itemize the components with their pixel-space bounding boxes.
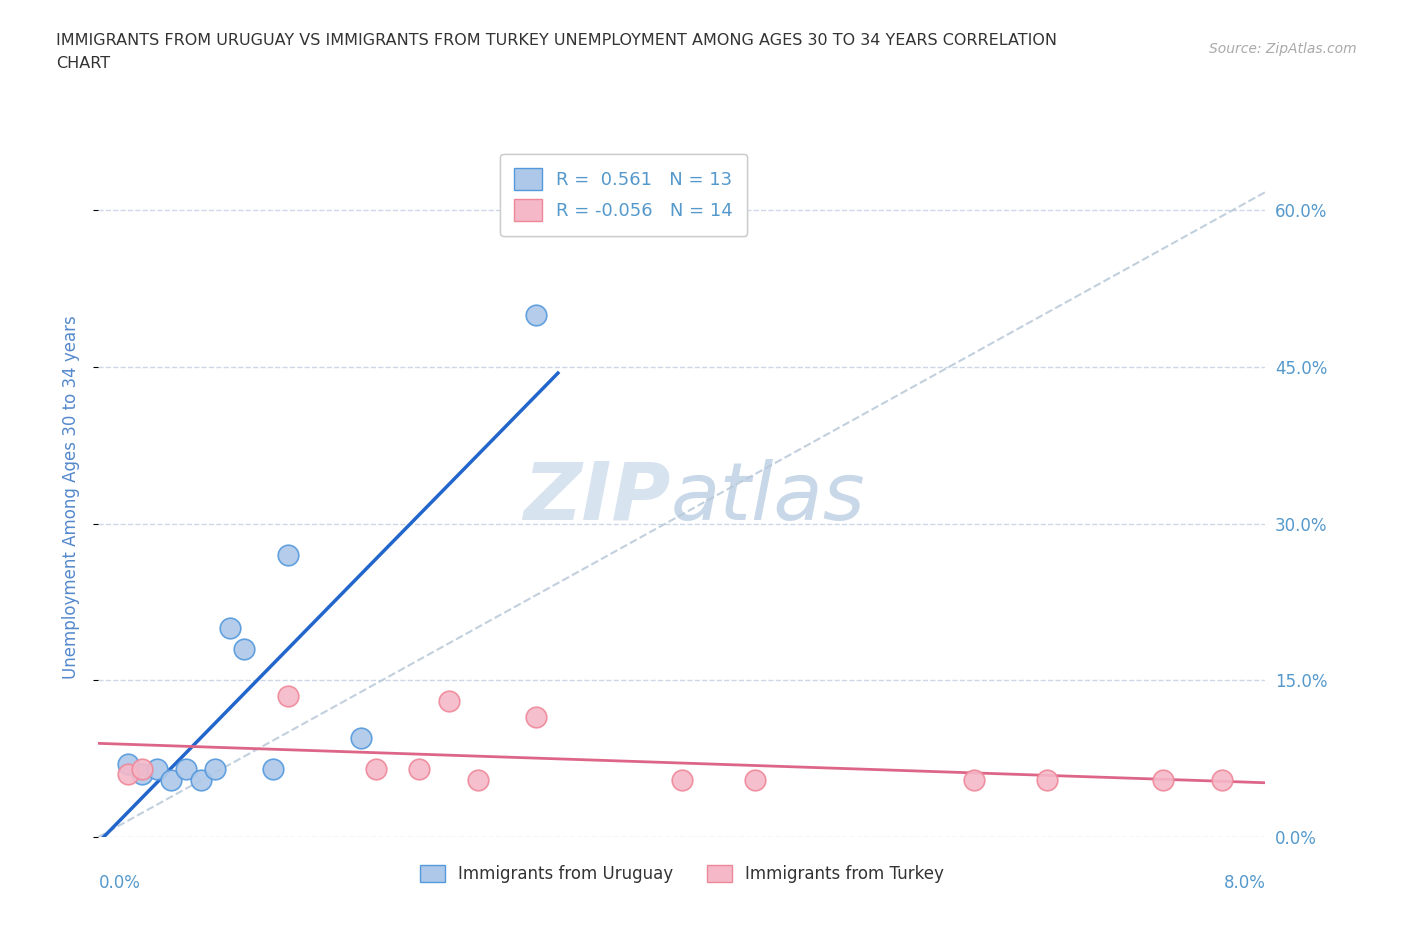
- Point: [218, 620, 240, 635]
- Point: [277, 688, 299, 703]
- Point: [364, 762, 387, 777]
- Point: [131, 767, 153, 782]
- Point: [1152, 772, 1174, 787]
- Point: [190, 772, 212, 787]
- Point: [467, 772, 489, 787]
- Point: [262, 762, 284, 777]
- Point: [233, 642, 256, 657]
- Point: [117, 767, 139, 782]
- Text: Source: ZipAtlas.com: Source: ZipAtlas.com: [1209, 42, 1357, 56]
- Legend: R =  0.561   N = 13, R = -0.056   N = 14: R = 0.561 N = 13, R = -0.056 N = 14: [501, 153, 747, 235]
- Point: [744, 772, 766, 787]
- Point: [174, 762, 197, 777]
- Point: [524, 307, 547, 322]
- Text: ZIP: ZIP: [523, 458, 671, 537]
- Text: CHART: CHART: [56, 56, 110, 71]
- Y-axis label: Unemployment Among Ages 30 to 34 years: Unemployment Among Ages 30 to 34 years: [62, 315, 80, 680]
- Point: [962, 772, 984, 787]
- Point: [204, 762, 226, 777]
- Point: [350, 730, 373, 745]
- Point: [277, 548, 299, 563]
- Point: [671, 772, 693, 787]
- Point: [146, 762, 169, 777]
- Point: [1211, 772, 1233, 787]
- Text: 8.0%: 8.0%: [1223, 874, 1265, 893]
- Text: atlas: atlas: [671, 458, 865, 537]
- Text: 0.0%: 0.0%: [98, 874, 141, 893]
- Point: [437, 694, 460, 709]
- Point: [524, 710, 547, 724]
- Point: [131, 762, 153, 777]
- Point: [1035, 772, 1057, 787]
- Point: [408, 762, 430, 777]
- Point: [117, 756, 139, 771]
- Text: IMMIGRANTS FROM URUGUAY VS IMMIGRANTS FROM TURKEY UNEMPLOYMENT AMONG AGES 30 TO : IMMIGRANTS FROM URUGUAY VS IMMIGRANTS FR…: [56, 33, 1057, 47]
- Point: [160, 772, 183, 787]
